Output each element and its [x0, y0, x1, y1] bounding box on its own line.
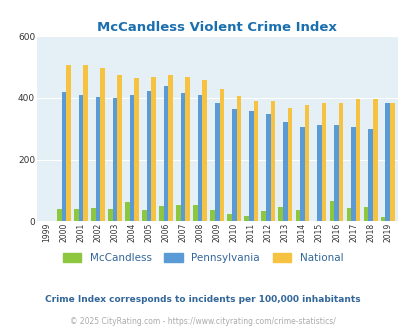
Bar	[299, 127, 304, 221]
Bar	[384, 103, 389, 221]
Bar	[176, 205, 180, 221]
Bar	[363, 207, 367, 221]
Bar	[316, 125, 321, 221]
Bar	[278, 207, 282, 221]
Bar	[338, 103, 343, 221]
Bar	[265, 114, 270, 221]
Bar	[295, 210, 299, 221]
Text: Crime Index corresponds to incidents per 100,000 inhabitants: Crime Index corresponds to incidents per…	[45, 295, 360, 304]
Bar	[355, 99, 360, 221]
Bar	[270, 101, 275, 221]
Bar	[180, 93, 185, 221]
Bar	[261, 211, 265, 221]
Bar	[146, 91, 151, 221]
Bar	[333, 125, 338, 221]
Bar	[125, 202, 129, 221]
Bar	[95, 97, 100, 221]
Bar	[159, 206, 163, 221]
Bar	[62, 92, 66, 221]
Bar	[227, 214, 231, 221]
Bar	[163, 85, 168, 221]
Bar	[287, 108, 292, 221]
Bar	[231, 109, 236, 221]
Bar	[197, 95, 202, 221]
Bar	[74, 209, 78, 221]
Bar	[210, 210, 214, 221]
Bar	[389, 103, 394, 221]
Legend: McCandless, Pennsylvania, National: McCandless, Pennsylvania, National	[58, 249, 347, 267]
Bar	[66, 65, 70, 221]
Bar	[236, 96, 241, 221]
Bar	[202, 80, 207, 221]
Bar	[151, 77, 156, 221]
Bar	[100, 68, 104, 221]
Bar	[117, 76, 121, 221]
Bar	[168, 75, 173, 221]
Bar	[244, 216, 248, 221]
Title: McCandless Violent Crime Index: McCandless Violent Crime Index	[97, 21, 336, 34]
Bar	[91, 208, 95, 221]
Bar	[372, 99, 377, 221]
Bar	[193, 205, 197, 221]
Bar	[214, 103, 219, 221]
Bar	[78, 95, 83, 221]
Bar	[112, 98, 117, 221]
Bar	[329, 201, 333, 221]
Bar	[185, 77, 190, 221]
Bar	[108, 210, 112, 221]
Bar	[253, 101, 258, 221]
Bar	[350, 127, 355, 221]
Text: © 2025 CityRating.com - https://www.cityrating.com/crime-statistics/: © 2025 CityRating.com - https://www.city…	[70, 317, 335, 326]
Bar	[380, 217, 384, 221]
Bar	[321, 103, 326, 221]
Bar	[219, 89, 224, 221]
Bar	[129, 95, 134, 221]
Bar	[282, 122, 287, 221]
Bar	[367, 129, 372, 221]
Bar	[346, 208, 350, 221]
Bar	[83, 65, 87, 221]
Bar	[248, 112, 253, 221]
Bar	[57, 209, 62, 221]
Bar	[304, 105, 309, 221]
Bar	[142, 210, 146, 221]
Bar	[134, 79, 139, 221]
